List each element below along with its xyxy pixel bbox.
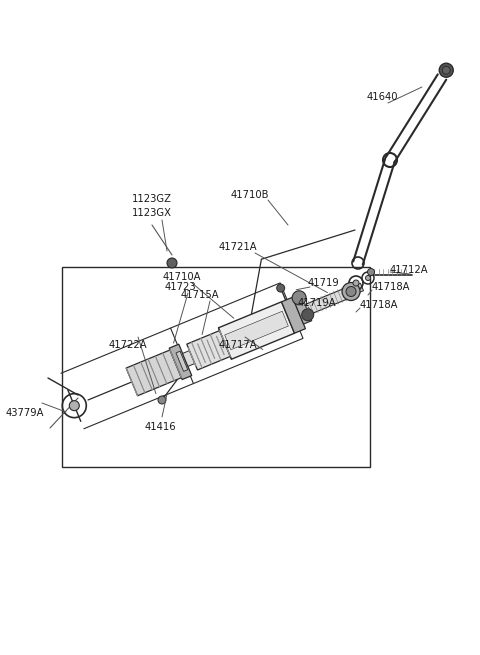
Circle shape bbox=[439, 64, 453, 77]
Polygon shape bbox=[126, 350, 181, 396]
Text: 41719: 41719 bbox=[308, 278, 340, 288]
Bar bbox=[62, 267, 370, 467]
Text: 41715A: 41715A bbox=[180, 290, 219, 300]
Circle shape bbox=[69, 401, 79, 411]
Text: 41710B: 41710B bbox=[231, 190, 269, 200]
Polygon shape bbox=[169, 344, 192, 379]
Polygon shape bbox=[187, 331, 230, 370]
Text: 41640: 41640 bbox=[366, 92, 398, 102]
Text: 41722A: 41722A bbox=[108, 340, 147, 350]
Circle shape bbox=[442, 66, 450, 74]
Circle shape bbox=[158, 396, 166, 404]
Text: 41718A: 41718A bbox=[360, 300, 398, 310]
Polygon shape bbox=[282, 297, 305, 333]
Circle shape bbox=[342, 282, 360, 301]
Text: 1123GX: 1123GX bbox=[132, 208, 172, 218]
Polygon shape bbox=[182, 350, 195, 366]
Polygon shape bbox=[225, 311, 288, 350]
Circle shape bbox=[302, 309, 314, 321]
Polygon shape bbox=[305, 288, 350, 314]
Text: 41719A: 41719A bbox=[298, 298, 336, 308]
Polygon shape bbox=[347, 284, 363, 296]
Text: 41723: 41723 bbox=[164, 282, 196, 292]
Circle shape bbox=[167, 258, 177, 268]
Circle shape bbox=[365, 276, 371, 280]
Circle shape bbox=[292, 291, 306, 305]
Text: 41710A: 41710A bbox=[163, 272, 201, 282]
Text: 1123GZ: 1123GZ bbox=[132, 194, 172, 204]
Circle shape bbox=[276, 284, 285, 292]
Text: 41717A: 41717A bbox=[219, 340, 257, 350]
Text: 41721A: 41721A bbox=[219, 242, 257, 252]
Polygon shape bbox=[176, 351, 188, 371]
Text: 41416: 41416 bbox=[144, 422, 176, 432]
Circle shape bbox=[368, 269, 374, 276]
Circle shape bbox=[353, 280, 359, 286]
Text: 43779A: 43779A bbox=[6, 408, 44, 418]
Polygon shape bbox=[294, 299, 312, 324]
Circle shape bbox=[346, 286, 356, 297]
Text: 41718A: 41718A bbox=[372, 282, 410, 292]
Text: 41712A: 41712A bbox=[390, 265, 429, 275]
Polygon shape bbox=[218, 302, 295, 359]
